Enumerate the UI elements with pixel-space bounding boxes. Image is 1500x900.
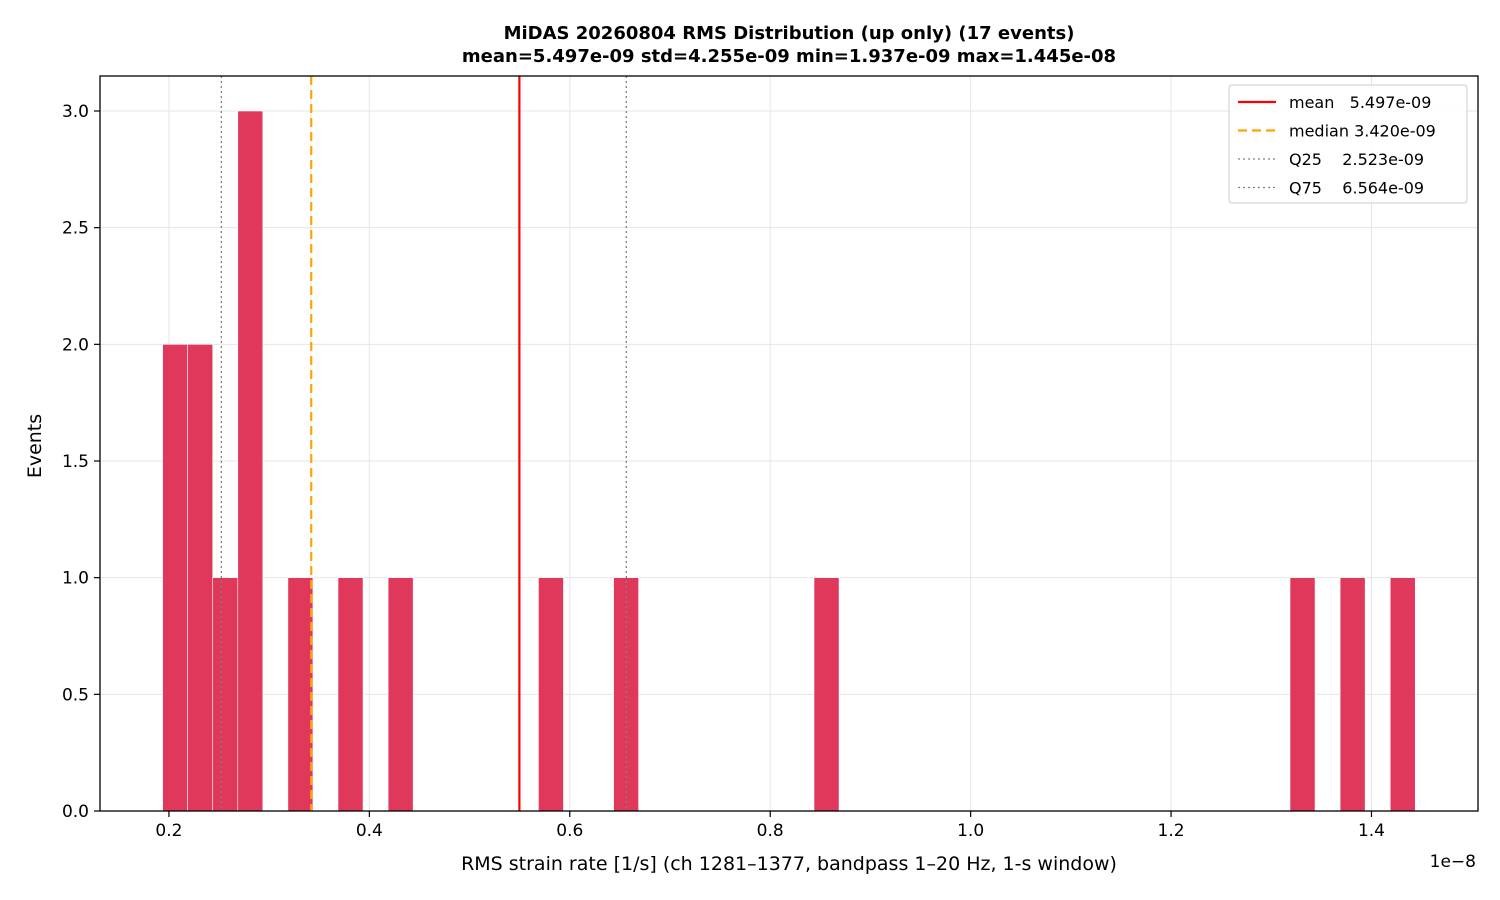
x-tick-label: 0.8 <box>757 821 784 841</box>
axis-ticks: 0.2 0.4 0.6 0.8 1.0 1.2 1.4 0.0 0.5 1.0 1.5 2.0 2.5 3… <box>62 102 1385 841</box>
histogram-bar <box>1389 577 1416 812</box>
x-tick-label: 1.2 <box>1158 821 1185 841</box>
y-tick-label: 0.0 <box>62 802 89 822</box>
y-tick-label: 1.5 <box>62 452 89 472</box>
histogram-bar <box>538 577 564 812</box>
chart-subtitle: mean=5.497e-09 std=4.255e-09 min=1.937e-… <box>462 46 1116 67</box>
legend-label-median: median 3.420e-09 <box>1289 122 1436 141</box>
x-tick-label: 0.6 <box>556 821 583 841</box>
histogram-bar <box>1289 577 1316 812</box>
x-tick-label: 1.0 <box>957 821 984 841</box>
y-tick-label: 2.5 <box>62 219 89 239</box>
histogram-bar <box>237 110 264 812</box>
legend-box <box>1228 84 1468 204</box>
legend-label-Q25: Q25 2.523e-09 <box>1289 150 1424 169</box>
y-tick-label: 2.0 <box>62 335 89 355</box>
reference-lines <box>220 76 627 811</box>
histogram-bar <box>212 577 239 812</box>
x-tick-label: 0.4 <box>356 821 383 841</box>
x-axis-offset-label: 1e−8 <box>1430 852 1476 872</box>
x-axis-label: RMS strain rate [1/s] (ch 1281–1377, ban… <box>461 853 1117 875</box>
chart-title: MiDAS 20260804 RMS Distribution (up only… <box>504 23 1075 44</box>
x-tick-label: 0.2 <box>155 821 182 841</box>
histogram-bar <box>1339 577 1366 812</box>
y-axis-label: Events <box>24 414 46 478</box>
legend: mean 5.497e-09 median 3.420e-09 Q25 2.523e… <box>1228 84 1468 204</box>
histogram-bar <box>162 344 188 812</box>
plot-area-frame <box>99 75 1479 812</box>
histogram-bar <box>813 577 840 812</box>
histogram-bar <box>387 577 414 812</box>
legend-label-Q75: Q75 6.564e-09 <box>1289 179 1424 198</box>
y-tick-label: 1.0 <box>62 569 89 589</box>
x-tick-label: 1.4 <box>1358 821 1385 841</box>
histogram-bar <box>287 577 314 812</box>
histogram-bar <box>187 344 214 812</box>
legend-label-mean: mean 5.497e-09 <box>1289 93 1431 112</box>
y-tick-label: 3.0 <box>62 102 89 122</box>
histogram-bar <box>337 577 364 812</box>
y-tick-label: 0.5 <box>62 685 89 705</box>
